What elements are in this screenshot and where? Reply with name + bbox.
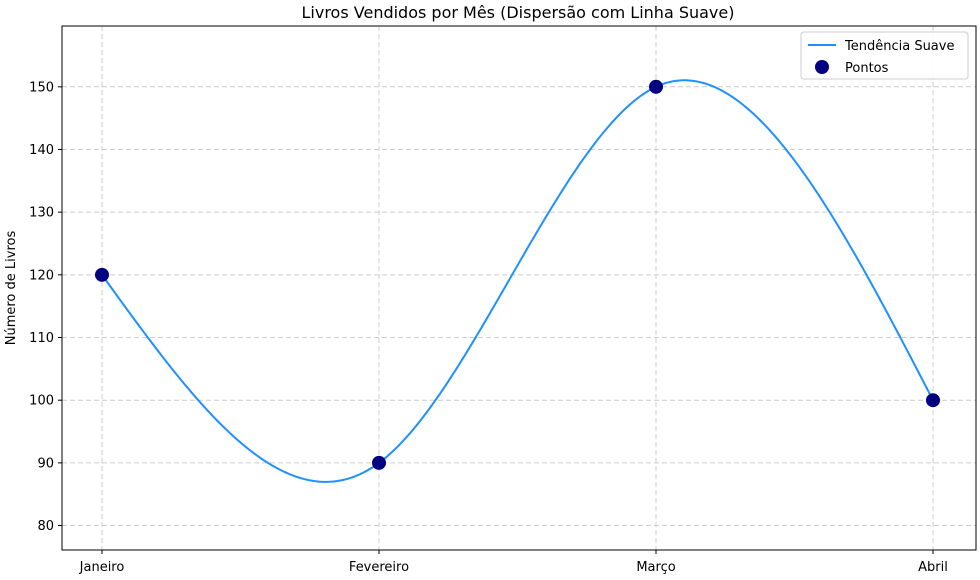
y-tick-label: 130 (29, 206, 54, 221)
legend: Tendência Suave Pontos (800, 31, 969, 80)
y-tick-label: 120 (29, 268, 54, 283)
y-tick-label: 90 (37, 456, 54, 471)
x-tick-label: Abril (918, 560, 948, 575)
plot-frame (61, 25, 977, 551)
marker-layer (95, 79, 940, 470)
y-tick-label: 110 (29, 331, 54, 346)
smooth-trend-line (101, 79, 934, 483)
legend-label-markers: Pontos (845, 61, 889, 76)
y-tick-label: 100 (29, 394, 54, 409)
chart-title: Livros Vendidos por Mês (Dispersão com L… (302, 3, 735, 22)
y-tick-label: 80 (37, 519, 54, 534)
legend-box (800, 31, 969, 80)
y-axis: 80 90 100 110 120 130 140 150 (29, 80, 62, 534)
data-point (95, 267, 109, 282)
x-tick-label: Fevereiro (349, 560, 409, 575)
legend-label-line: Tendência Suave (844, 39, 954, 54)
x-tick-label: Março (636, 560, 675, 575)
smooth-line-layer (101, 79, 934, 483)
y-tick-label: 140 (29, 143, 54, 158)
grid (62, 26, 976, 550)
y-tick-label: 150 (29, 80, 54, 95)
y-axis-label: Número de Livros (4, 231, 19, 346)
x-axis: Janeiro Fevereiro Março Abril (79, 550, 948, 575)
data-point (926, 393, 940, 408)
data-point (372, 455, 386, 470)
x-tick-label: Janeiro (79, 560, 125, 575)
data-point (649, 79, 663, 94)
legend-marker-swatch (815, 60, 829, 74)
